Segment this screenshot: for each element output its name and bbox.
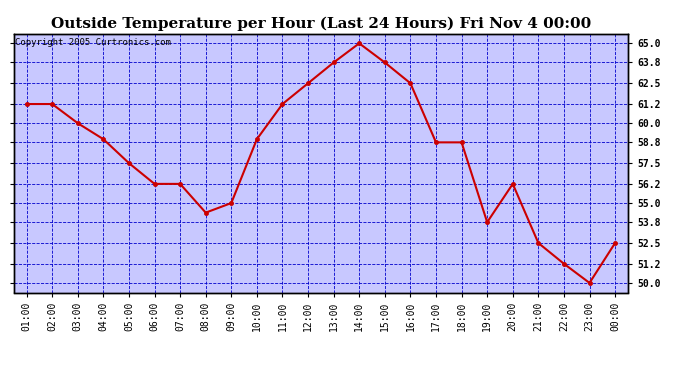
Text: Copyright 2005 Curtronics.com: Copyright 2005 Curtronics.com [15, 38, 171, 46]
Title: Outside Temperature per Hour (Last 24 Hours) Fri Nov 4 00:00: Outside Temperature per Hour (Last 24 Ho… [51, 17, 591, 31]
